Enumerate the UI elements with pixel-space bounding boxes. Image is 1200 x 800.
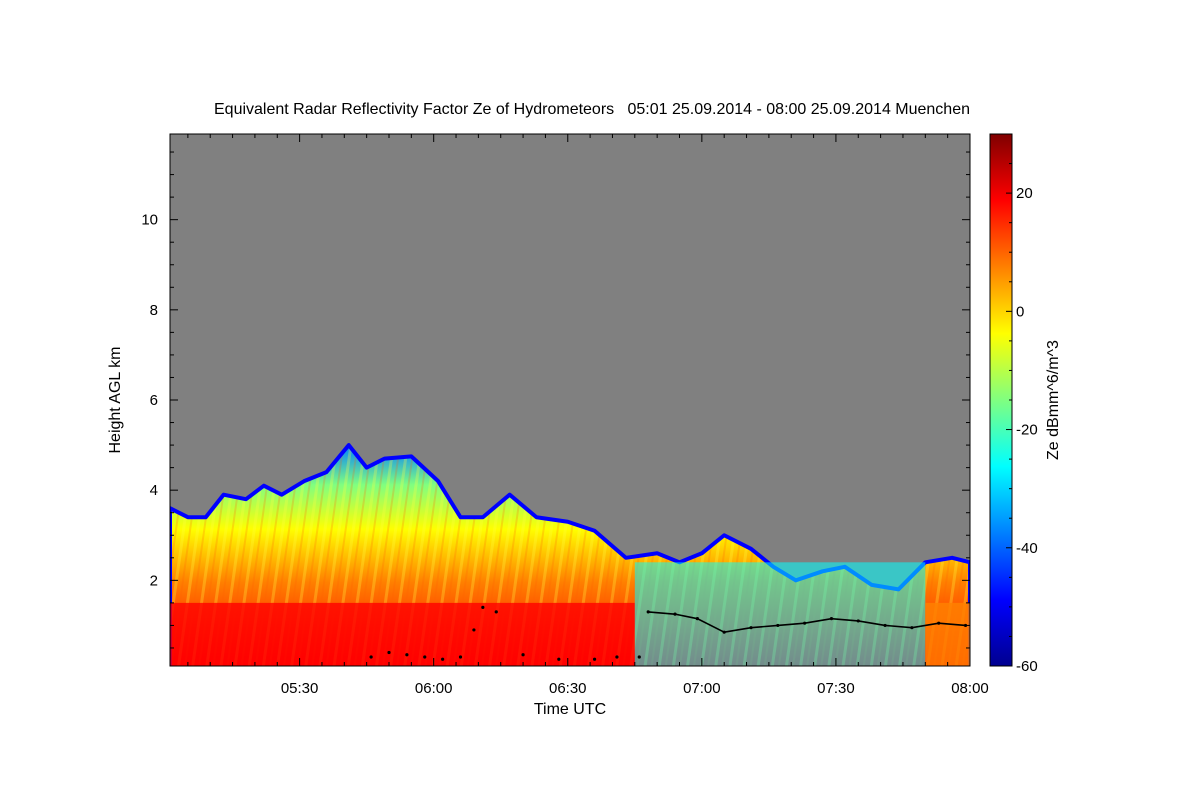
echo-layer — [170, 443, 970, 666]
cloud-base-point — [615, 655, 619, 659]
colorbar-tick-label: 20 — [1016, 185, 1033, 202]
cloud-base-point — [423, 655, 427, 659]
cloud-base-line — [648, 611, 966, 634]
y-tick-label: 10 — [141, 212, 158, 229]
cloud-base-point — [637, 655, 641, 659]
colorbar-tick-label: -20 — [1016, 422, 1038, 439]
y-tick-label: 2 — [150, 572, 158, 589]
y-axis-title: Height AGL km — [107, 346, 124, 453]
cloud-base-layer — [369, 605, 968, 661]
cloud-base-point — [369, 655, 373, 659]
cloud-base-point — [458, 655, 463, 659]
weak-echo-region — [634, 562, 926, 666]
x-tick-label: 07:00 — [683, 680, 721, 697]
cloud-base-point — [481, 605, 485, 609]
x-axis-title: Time UTC — [534, 701, 606, 718]
cloud-base-point — [494, 610, 498, 614]
cloud-base-point — [405, 653, 409, 657]
cloud-base-point — [387, 650, 391, 655]
colorbar-ticks: 20 0 -20 -40 -60 — [1006, 163, 1038, 675]
y-axis: 2 4 6 8 10 — [141, 151, 970, 649]
cloud-base-point — [521, 653, 525, 657]
x-tick-label: 05:30 — [281, 680, 319, 697]
cloud-base-point — [592, 657, 597, 661]
chart-title: Equivalent Radar Reflectivity Factor Ze … — [214, 101, 970, 118]
plot-area — [169, 133, 971, 667]
colorbar-title: Ze dBmm^6/m^3 — [1045, 340, 1062, 460]
colorbar-tick-label: -60 — [1016, 658, 1038, 675]
late-echo-region — [925, 602, 970, 666]
y-tick-label: 8 — [150, 302, 158, 319]
bright-band — [170, 602, 635, 666]
x-axis: 05:30 06:00 06:30 07:00 07:30 08:00 — [187, 134, 989, 697]
colorbar: 20 0 -20 -40 -60 Ze dBmm^6/m^3 — [989, 133, 1062, 675]
x-tick-label: 07:30 — [817, 680, 855, 697]
x-tick-label: 06:30 — [549, 680, 587, 697]
cloud-base-point — [557, 657, 561, 661]
x-tick-label: 08:00 — [951, 680, 989, 697]
y-tick-label: 4 — [150, 482, 158, 499]
colorbar-tick-label: -40 — [1016, 540, 1038, 557]
x-tick-label: 06:00 — [415, 680, 453, 697]
colorbar-tick-label: 0 — [1016, 303, 1024, 320]
y-tick-label: 6 — [150, 392, 158, 409]
cloud-base-point — [441, 657, 445, 661]
cloud-base-point — [472, 628, 476, 632]
colorbar-gradient — [989, 133, 1013, 667]
